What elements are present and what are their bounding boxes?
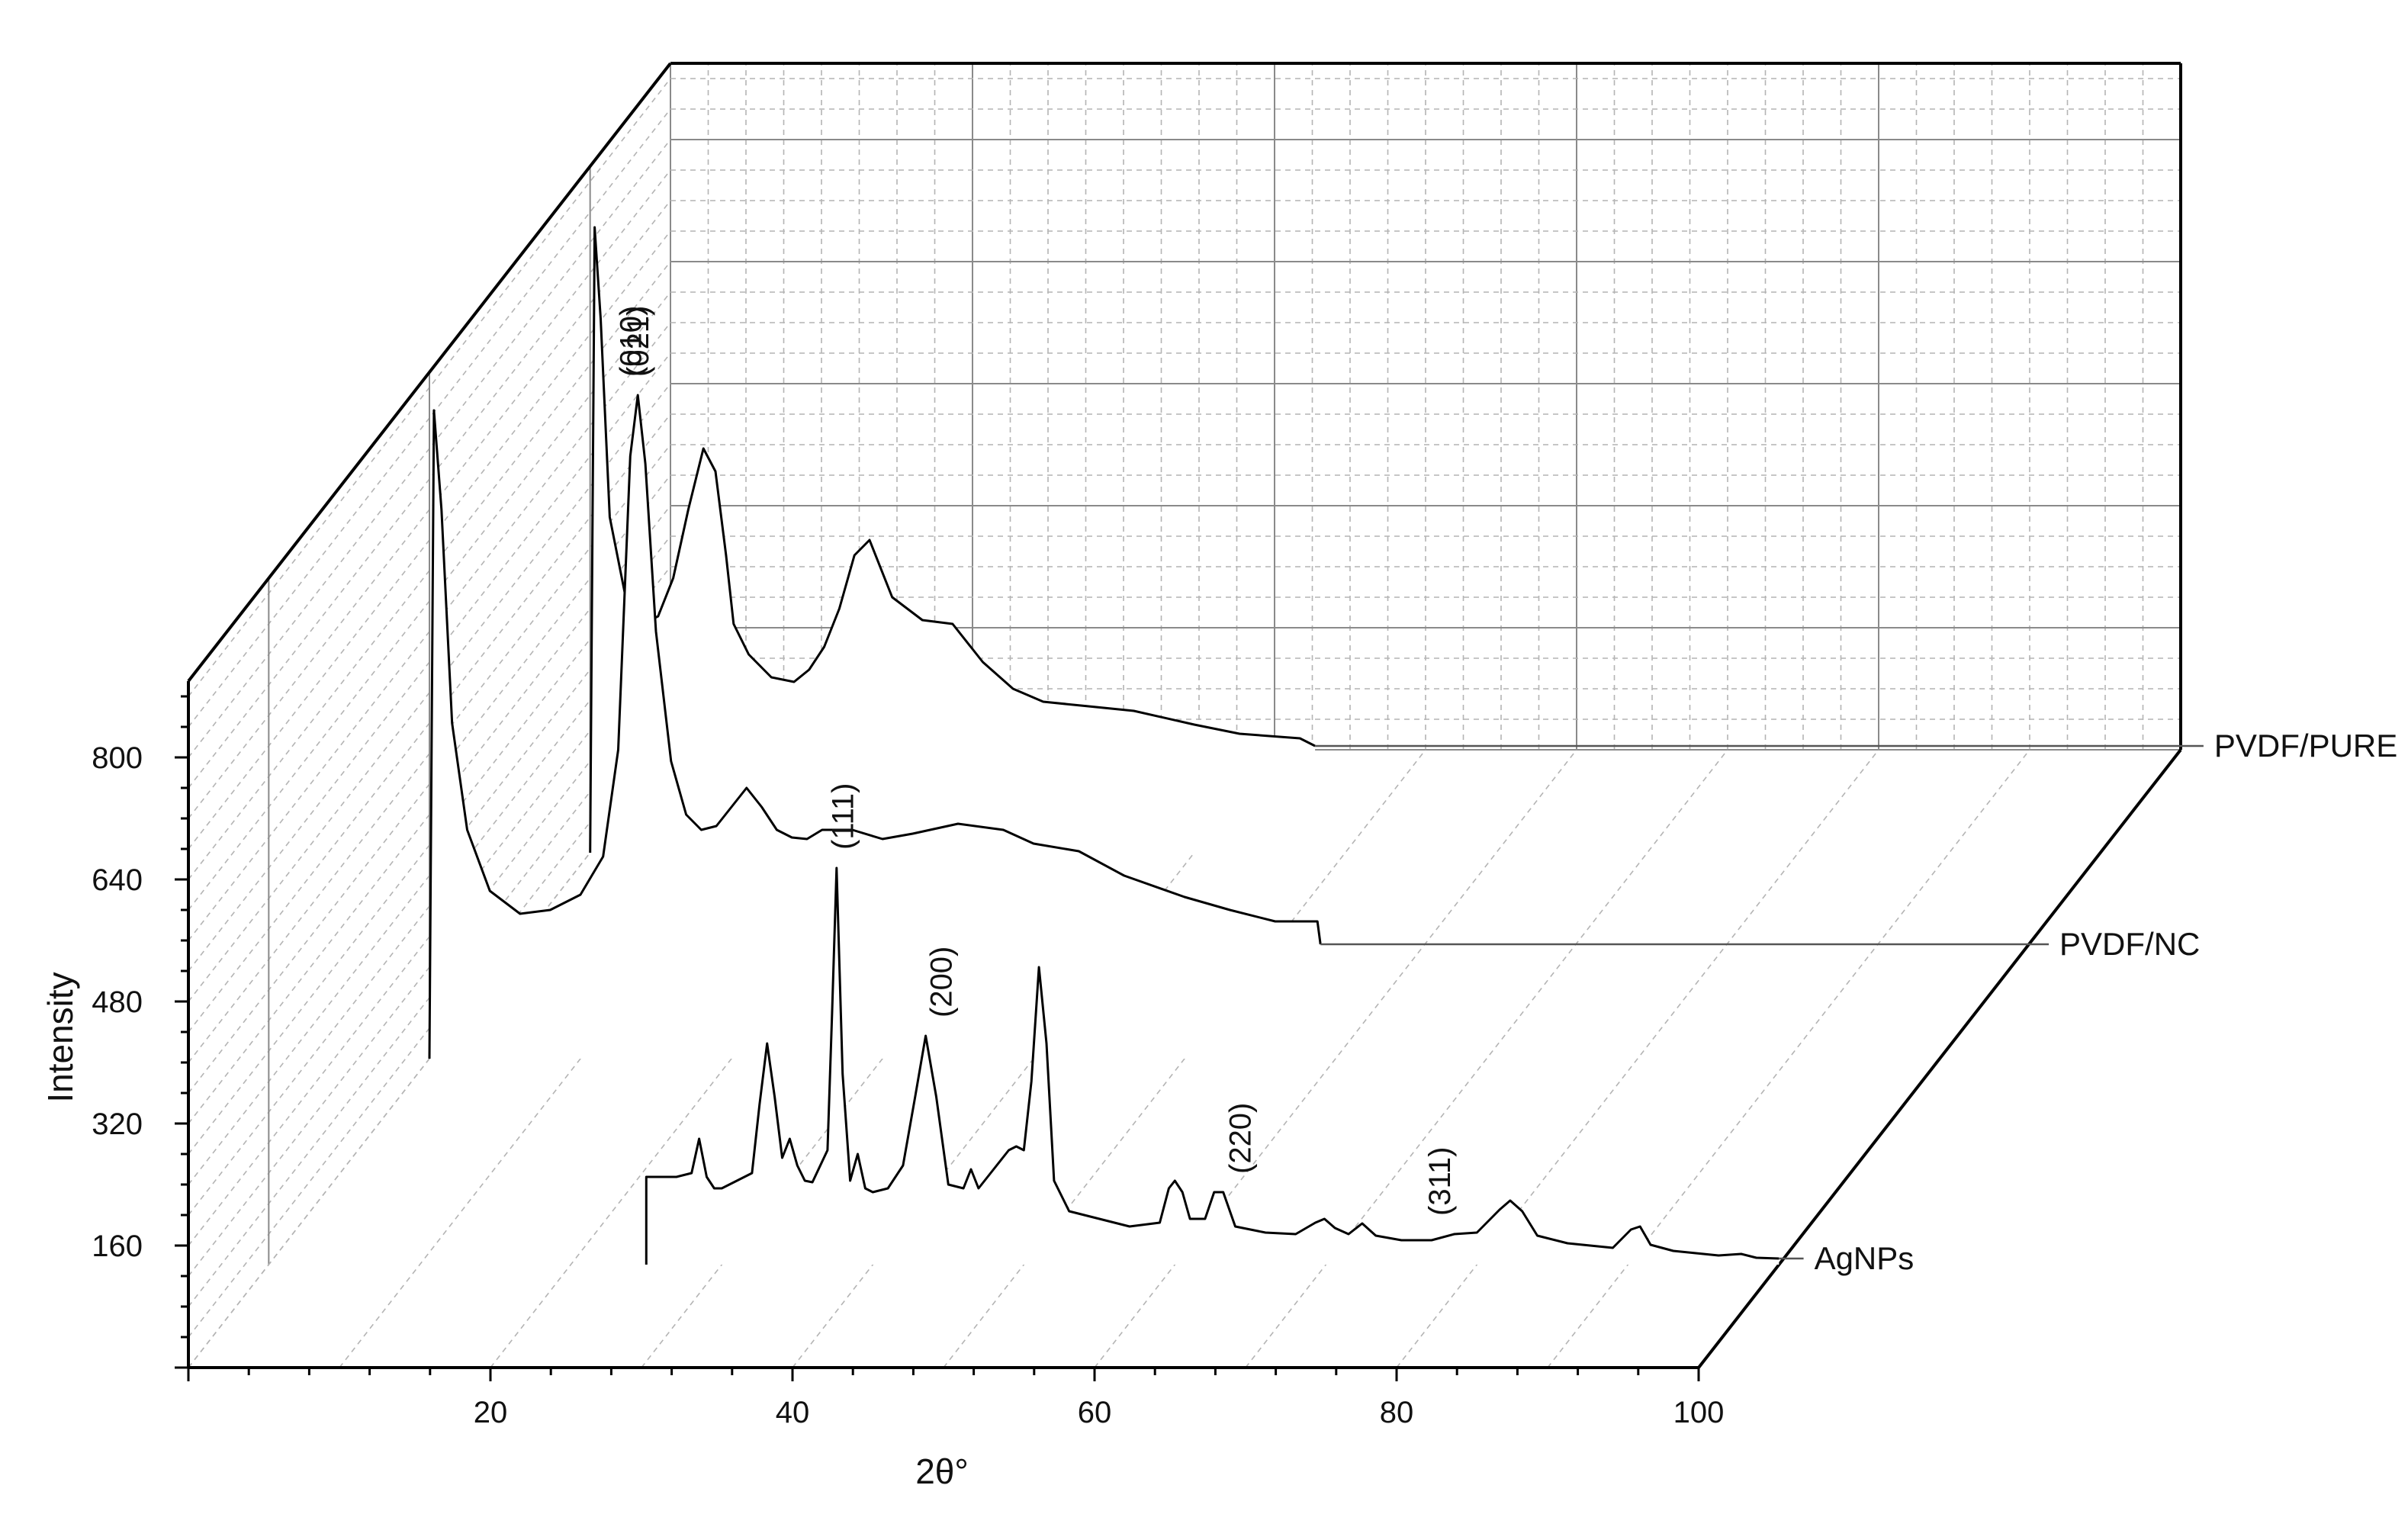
series-label: PVDF/NC bbox=[2059, 926, 2200, 962]
series-line-agnps bbox=[645, 866, 1779, 1265]
x-axis-title: 2θ° bbox=[915, 1451, 969, 1491]
frame-edge bbox=[1697, 748, 2182, 1369]
axis-frame bbox=[187, 62, 2182, 1369]
x-tick-label: 60 bbox=[1078, 1396, 1112, 1429]
series-line-pvdf-pure bbox=[589, 226, 1316, 854]
x-tick-label: 20 bbox=[474, 1396, 508, 1429]
back-wall-grid bbox=[670, 63, 2181, 751]
series-line-pvdf-nc bbox=[428, 394, 1322, 1059]
y-tick-label: 640 bbox=[92, 863, 143, 897]
peak-annotation: (311) bbox=[1423, 1147, 1457, 1216]
series-layer bbox=[428, 226, 2204, 1265]
peak-annotation: (021) bbox=[622, 306, 655, 377]
series-label: PVDF/PURE bbox=[2214, 728, 2397, 764]
y-tick-label: 800 bbox=[92, 741, 143, 775]
peak-annotation: (111) bbox=[827, 783, 860, 850]
y-tick-label: 480 bbox=[92, 985, 143, 1019]
label-layer: Intensity 2θ° PVDF/PURE PVDF/NC AgNPs (010)… bbox=[40, 306, 2397, 1491]
y-tick-label: 160 bbox=[92, 1230, 143, 1263]
x-tick-label: 100 bbox=[1673, 1396, 1725, 1429]
frame-edge bbox=[187, 62, 672, 683]
y-axis-title: Intensity bbox=[40, 972, 80, 1102]
x-tick-label: 80 bbox=[1380, 1396, 1414, 1429]
peak-annotation: (200) bbox=[924, 947, 958, 1017]
floor-grid-line bbox=[1396, 749, 1879, 1368]
series-label: AgNPs bbox=[1815, 1240, 1915, 1276]
peak-annotation: (220) bbox=[1224, 1103, 1258, 1174]
peak-annotation: (010) bbox=[614, 306, 648, 377]
x-tick-label: 40 bbox=[776, 1396, 810, 1429]
tick-layer: 20 40 60 80 100 160 320 480 640 800 bbox=[92, 695, 1725, 1429]
floor-grid-line bbox=[1547, 749, 2030, 1368]
y-tick-label: 320 bbox=[92, 1107, 143, 1141]
